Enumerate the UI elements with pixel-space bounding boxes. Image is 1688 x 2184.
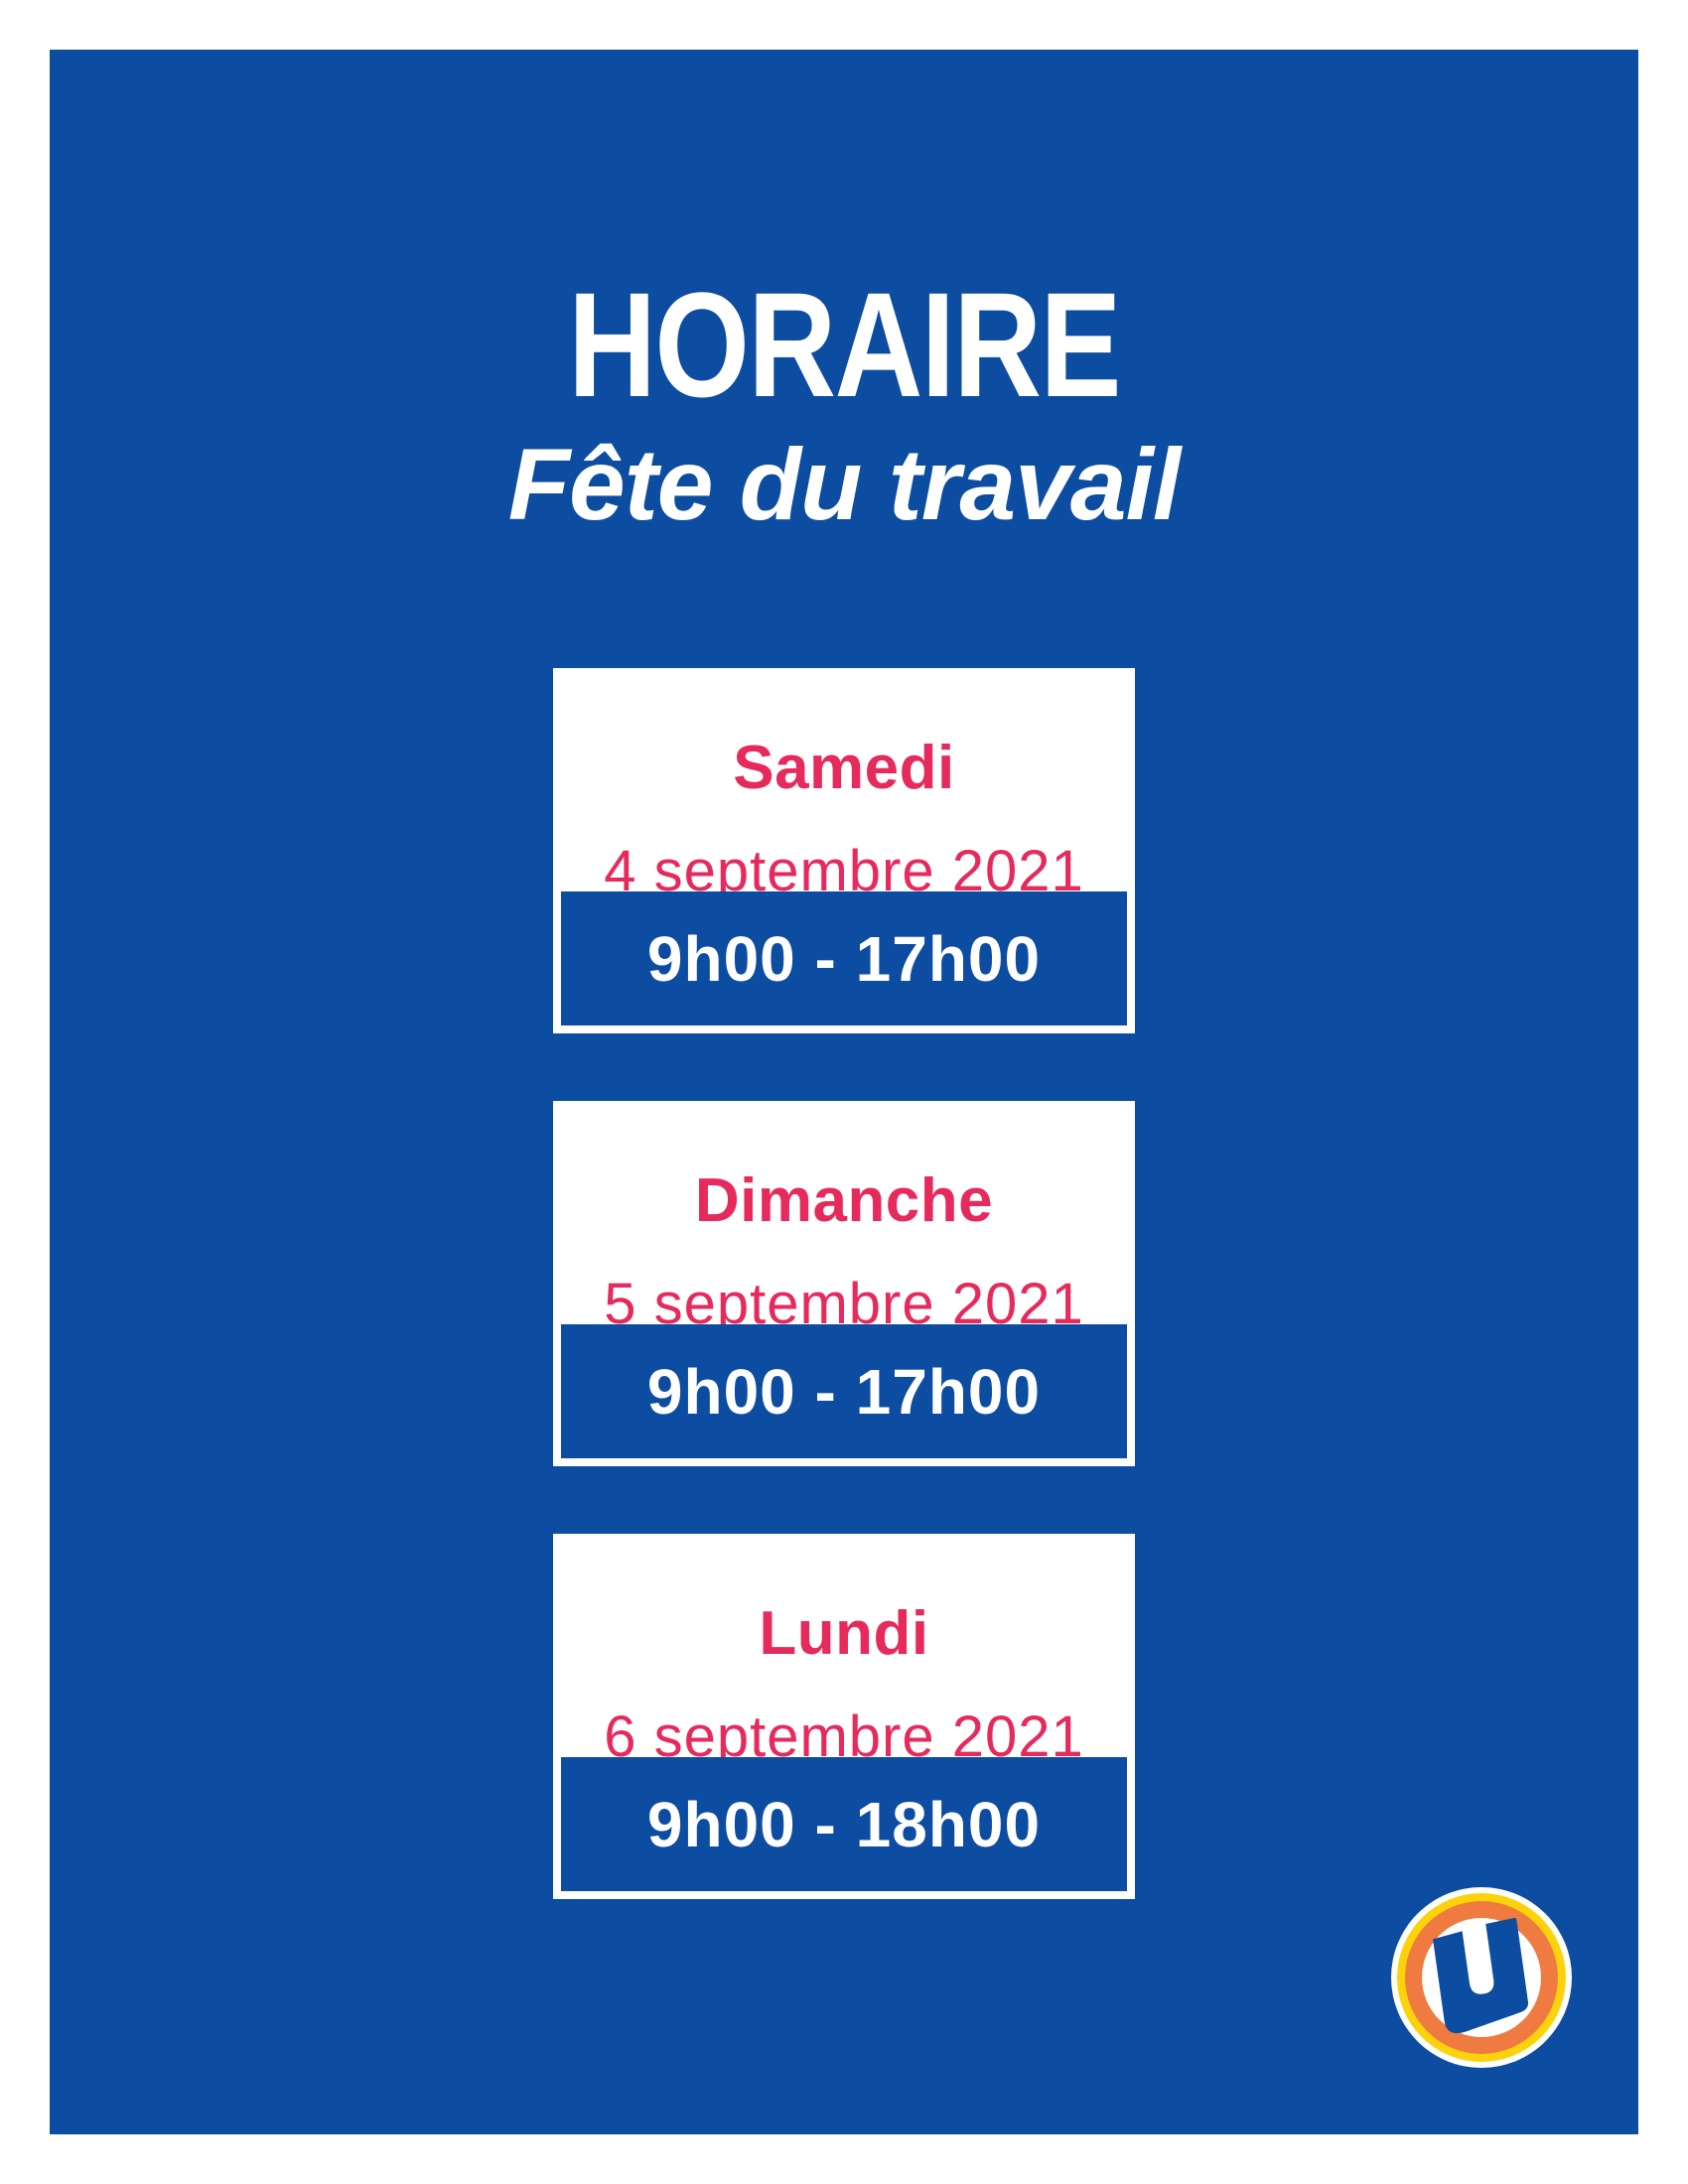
u-logo-yellow-ring <box>1397 1893 1566 2062</box>
u-logo <box>1391 1887 1572 2068</box>
hours-bar: 9h00 - 18h00 <box>561 1757 1127 1891</box>
hours-bar: 9h00 - 17h00 <box>561 1324 1127 1458</box>
schedule-card-sunday: Dimanche 5 septembre 2021 9h00 - 17h00 <box>553 1101 1135 1466</box>
date-label: 6 septembre 2021 <box>604 1705 1084 1769</box>
u-logo-center <box>1422 1917 1541 2037</box>
schedule-card-saturday: Samedi 4 septembre 2021 9h00 - 17h00 <box>553 668 1135 1033</box>
blue-panel: HORAIRE Fête du travail Samedi 4 septemb… <box>50 50 1638 2134</box>
date-label: 4 septembre 2021 <box>604 839 1084 903</box>
hours-label: 9h00 - 18h00 <box>646 1788 1042 1860</box>
poster-title: HORAIRE <box>568 261 1121 428</box>
day-label: Samedi <box>733 734 955 802</box>
u-logo-orange-ring <box>1405 1901 1558 2054</box>
u-letter-icon <box>1433 1917 1529 2034</box>
hours-label: 9h00 - 17h00 <box>646 1355 1042 1428</box>
poster-subtitle: Fête du travail <box>507 428 1182 541</box>
hours-bar: 9h00 - 17h00 <box>561 891 1127 1025</box>
schedule-card-monday: Lundi 6 septembre 2021 9h00 - 18h00 <box>553 1534 1135 1899</box>
day-label: Dimanche <box>694 1166 994 1235</box>
day-label: Lundi <box>759 1599 929 1668</box>
hours-label: 9h00 - 17h00 <box>646 922 1042 995</box>
date-label: 5 septembre 2021 <box>604 1272 1084 1336</box>
